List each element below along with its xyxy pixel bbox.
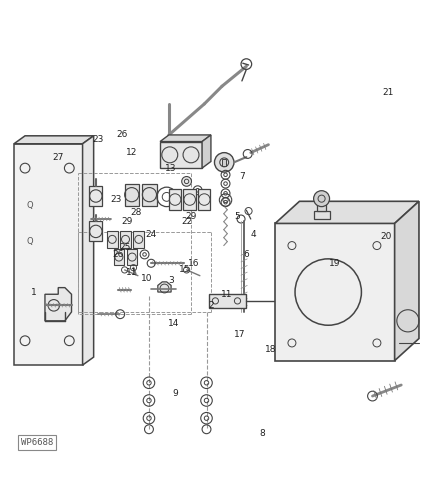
Text: 29: 29 <box>185 212 197 222</box>
Bar <box>169 189 181 210</box>
Bar <box>222 159 226 166</box>
Text: 1: 1 <box>31 288 37 296</box>
Text: 15: 15 <box>178 266 190 274</box>
Circle shape <box>214 152 234 172</box>
Polygon shape <box>395 202 419 360</box>
Polygon shape <box>160 142 202 168</box>
Text: 23: 23 <box>92 135 104 144</box>
Bar <box>313 211 329 219</box>
Bar <box>127 248 138 266</box>
Polygon shape <box>45 288 71 321</box>
Text: WP6688: WP6688 <box>20 438 53 447</box>
Text: 3: 3 <box>168 276 174 285</box>
Text: 22: 22 <box>181 216 192 226</box>
Bar <box>107 231 118 248</box>
Bar <box>183 189 196 210</box>
Polygon shape <box>160 135 211 141</box>
Text: 21: 21 <box>382 88 394 98</box>
Bar <box>125 184 139 206</box>
Text: 7: 7 <box>239 172 245 182</box>
Bar <box>198 189 210 210</box>
Text: 11: 11 <box>221 290 232 299</box>
Text: 24: 24 <box>146 230 157 239</box>
Bar <box>89 221 103 241</box>
Text: 8: 8 <box>259 429 265 438</box>
Text: 19: 19 <box>329 259 341 268</box>
Text: 18: 18 <box>265 345 277 354</box>
Text: 20: 20 <box>380 232 392 241</box>
Polygon shape <box>209 294 246 308</box>
Text: 5: 5 <box>234 212 240 222</box>
Text: Q: Q <box>26 201 33 210</box>
Bar <box>89 186 103 206</box>
Text: 13: 13 <box>165 164 177 172</box>
Text: 9: 9 <box>173 390 178 398</box>
Text: 26: 26 <box>117 130 128 140</box>
Text: Q: Q <box>26 236 33 246</box>
Polygon shape <box>275 202 419 224</box>
Circle shape <box>182 176 191 186</box>
Polygon shape <box>158 282 171 292</box>
Text: 26: 26 <box>112 250 124 259</box>
Text: 14: 14 <box>168 318 179 328</box>
Bar <box>134 231 144 248</box>
Text: 28: 28 <box>130 208 141 217</box>
Bar <box>114 248 124 266</box>
Text: 11: 11 <box>126 268 137 276</box>
Text: 17: 17 <box>234 330 246 338</box>
Text: 25: 25 <box>119 244 130 252</box>
Text: 4: 4 <box>250 230 256 239</box>
Text: 6: 6 <box>243 250 249 259</box>
Bar <box>317 198 326 211</box>
Polygon shape <box>83 136 94 365</box>
Polygon shape <box>275 224 395 360</box>
Polygon shape <box>14 144 83 365</box>
Text: 12: 12 <box>126 148 137 157</box>
Text: 16: 16 <box>187 259 199 268</box>
Text: 29: 29 <box>121 216 132 226</box>
Text: 10: 10 <box>141 274 152 283</box>
Bar <box>120 231 131 248</box>
Bar <box>143 184 157 206</box>
Circle shape <box>313 190 329 206</box>
Polygon shape <box>202 135 211 168</box>
Text: 27: 27 <box>52 152 64 162</box>
Text: 23: 23 <box>110 194 122 203</box>
Text: 2: 2 <box>208 301 214 310</box>
Polygon shape <box>14 136 94 144</box>
